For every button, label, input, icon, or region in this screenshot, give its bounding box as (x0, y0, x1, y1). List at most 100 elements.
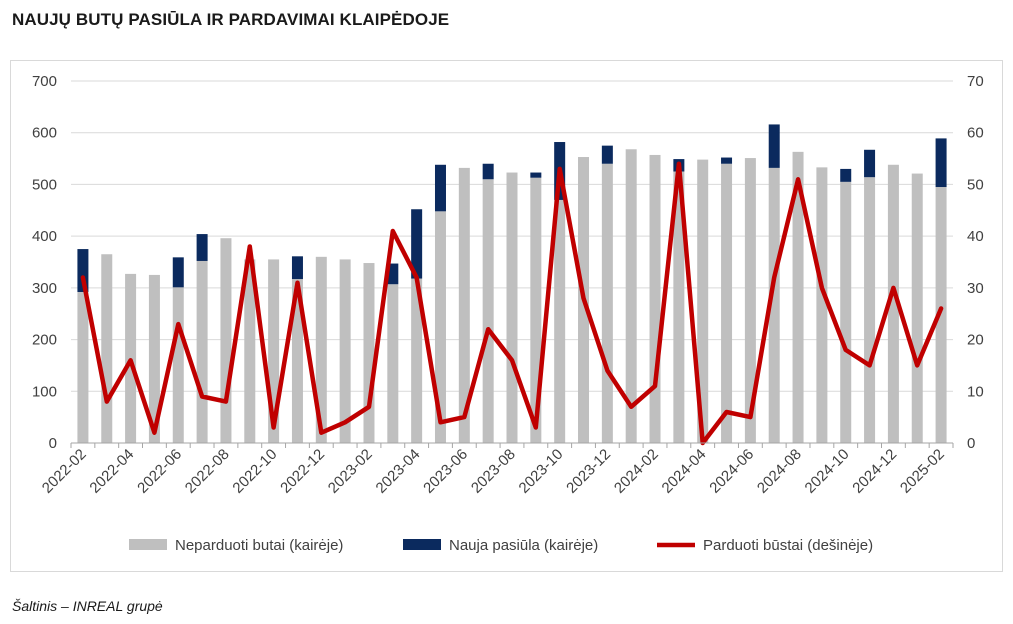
x-tick-label: 2024-06 (706, 446, 757, 497)
x-tick-label: 2024-02 (611, 446, 662, 497)
bar-unsold (172, 287, 184, 443)
x-axis: 2022-022022-042022-062022-082022-102022-… (39, 442, 954, 497)
bar-unsold (268, 259, 280, 443)
y-left-tick-label: 100 (32, 383, 57, 400)
x-tick-label: 2022-12 (277, 446, 328, 497)
bar-unsold (244, 259, 256, 443)
legend-swatch (403, 539, 441, 550)
bar-new-supply (768, 124, 780, 168)
bar-unsold (840, 181, 852, 443)
legend-swatch (129, 539, 167, 550)
legend: Neparduoti butai (kairėje) Nauja pasiūla … (129, 537, 873, 554)
bar-series (77, 124, 947, 444)
chart-svg: 0 100 200 300 400 500 600 700 0 10 20 30 40 50 60 70 2… (32, 73, 984, 554)
x-tick-label: 2023-02 (325, 446, 376, 497)
x-tick-label: 2024-04 (659, 446, 710, 497)
x-tick-label: 2023-10 (516, 446, 567, 497)
y-right-tick-label: 0 (967, 435, 975, 452)
bar-new-supply (77, 249, 89, 292)
bar-unsold (506, 172, 518, 443)
y-left-tick-label: 500 (32, 176, 57, 193)
legend-label: Neparduoti butai (kairėje) (175, 537, 343, 554)
bar-unsold (744, 158, 756, 443)
y-right-tick-label: 20 (967, 332, 984, 349)
x-tick-label: 2022-02 (39, 446, 90, 497)
bar-unsold (77, 291, 89, 443)
bar-unsold (101, 254, 113, 443)
bar-unsold (411, 278, 423, 443)
y-left-tick-label: 0 (49, 435, 57, 452)
bar-unsold (887, 164, 899, 443)
line-series (80, 161, 944, 446)
x-tick-label: 2022-08 (182, 446, 233, 497)
y-right-tick-label: 40 (967, 228, 984, 245)
y-left-tick-label: 300 (32, 280, 57, 297)
bar-new-supply (530, 172, 542, 178)
bar-new-supply (411, 209, 423, 279)
bar-unsold (768, 167, 780, 443)
bar-unsold (649, 154, 661, 444)
bar-new-supply (196, 234, 208, 261)
bar-unsold (625, 149, 637, 443)
chart-title: NAUJŲ BUTŲ PASIŪLA IR PARDAVIMAI KLAIPĖD… (12, 10, 450, 29)
bar-new-supply (291, 256, 303, 280)
y-right-tick-label: 70 (967, 73, 984, 90)
bar-unsold (315, 256, 327, 443)
x-tick-label: 2024-10 (802, 446, 853, 497)
x-tick-label: 2024-08 (754, 446, 805, 497)
bar-new-supply (434, 164, 446, 212)
bar-unsold (792, 151, 804, 443)
legend-label: Nauja pasiūla (kairėje) (449, 537, 598, 554)
bar-unsold (482, 179, 494, 443)
bar-new-supply (482, 163, 494, 180)
x-tick-label: 2022-10 (229, 446, 280, 497)
x-tick-label: 2023-12 (563, 446, 614, 497)
left-axis: 0 100 200 300 400 500 600 700 (32, 73, 57, 452)
bar-unsold (697, 159, 709, 443)
y-left-tick-label: 400 (32, 228, 57, 245)
y-left-tick-label: 700 (32, 73, 57, 90)
bar-new-supply (935, 138, 947, 188)
bar-new-supply (601, 145, 613, 164)
y-right-tick-label: 50 (967, 176, 984, 193)
bar-unsold (864, 177, 876, 443)
bar-unsold (458, 167, 470, 443)
bar-new-supply (721, 157, 733, 164)
bar-unsold (673, 171, 685, 443)
x-tick-label: 2025-02 (897, 446, 948, 497)
bar-unsold (554, 199, 566, 443)
source-note: Šaltinis – INREAL grupė (12, 598, 163, 614)
x-tick-label: 2023-08 (468, 446, 519, 497)
sold-line (80, 161, 944, 446)
x-tick-label: 2023-06 (420, 446, 471, 497)
y-right-tick-label: 10 (967, 383, 984, 400)
right-axis: 0 10 20 30 40 50 60 70 (967, 73, 984, 452)
bar-new-supply (864, 149, 876, 178)
bar-unsold (434, 211, 446, 443)
bar-unsold (363, 263, 375, 443)
bar-unsold (196, 260, 208, 443)
y-left-tick-label: 600 (32, 125, 57, 142)
y-left-tick-label: 200 (32, 332, 57, 349)
bar-unsold (911, 173, 923, 443)
bar-new-supply (172, 257, 184, 288)
x-tick-label: 2022-04 (86, 446, 137, 497)
bar-unsold (339, 259, 351, 443)
bar-unsold (220, 238, 232, 443)
bar-new-supply (840, 168, 852, 182)
bar-new-supply (387, 263, 399, 285)
legend-label: Parduoti būstai (dešinėje) (703, 537, 873, 554)
x-tick-label: 2024-12 (849, 446, 900, 497)
bar-unsold (601, 163, 613, 443)
x-tick-label: 2023-04 (373, 446, 424, 497)
bar-unsold (291, 279, 303, 443)
x-tick-label: 2022-06 (134, 446, 185, 497)
bar-unsold (935, 187, 947, 443)
bar-unsold (816, 167, 828, 443)
bar-unsold (530, 177, 542, 443)
bar-unsold (148, 274, 160, 443)
y-right-tick-label: 60 (967, 125, 984, 142)
bar-unsold (721, 163, 733, 443)
bar-unsold (387, 284, 399, 443)
chart-frame: 0 100 200 300 400 500 600 700 0 10 20 30 40 50 60 70 2… (10, 60, 1003, 572)
